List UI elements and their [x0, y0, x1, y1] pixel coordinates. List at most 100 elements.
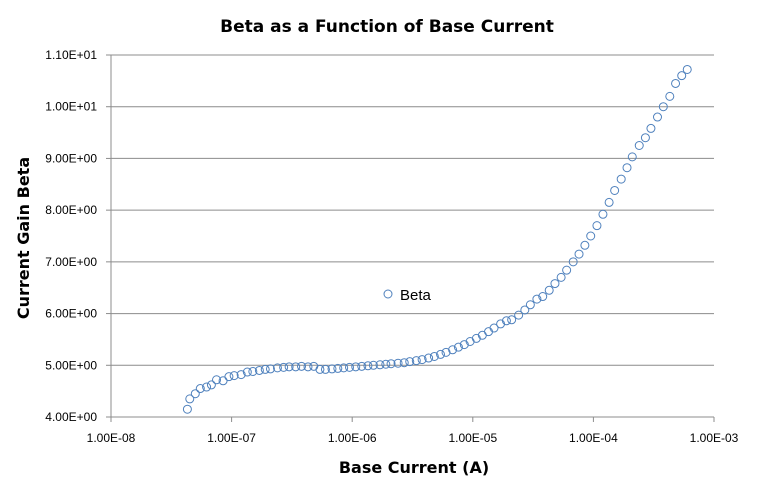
- data-point: [616, 174, 626, 184]
- data-point: [580, 240, 590, 250]
- data-point: [399, 358, 409, 368]
- data-point: [592, 221, 602, 231]
- data-point: [453, 342, 463, 352]
- data-point: [556, 272, 566, 282]
- data-point: [368, 360, 378, 370]
- y-tick-label: 7.00E+00: [45, 255, 97, 269]
- data-point: [538, 292, 548, 302]
- y-tick-label: 6.00E+00: [45, 307, 97, 321]
- x-tick-labels: 1.00E-08 1.00E-07 1.00E-06 1.00E-05 1.00E-04…: [87, 431, 739, 445]
- data-point: [646, 123, 656, 133]
- data-point: [424, 353, 434, 363]
- data-point: [242, 367, 252, 377]
- y-tick-label: 8.00E+00: [45, 203, 97, 217]
- data-point: [357, 361, 367, 371]
- data-point: [574, 249, 584, 259]
- data-point: [195, 384, 205, 394]
- data-point: [363, 361, 373, 371]
- y-axis-title: Current Gain Beta: [14, 157, 33, 319]
- x-tick-label: 1.00E-05: [448, 431, 497, 445]
- data-point: [640, 133, 650, 143]
- data-point: [544, 285, 554, 295]
- data-point: [339, 363, 349, 373]
- data-point: [333, 363, 343, 373]
- data-point: [265, 364, 275, 374]
- data-point: [436, 349, 446, 359]
- data-point: [501, 316, 511, 326]
- data-point: [185, 394, 195, 404]
- data-point: [671, 78, 681, 88]
- y-tick-label: 1.00E+01: [45, 100, 97, 114]
- x-tick-label: 1.00E-06: [328, 431, 377, 445]
- data-point: [665, 91, 675, 101]
- data-point: [229, 371, 239, 381]
- data-point: [405, 357, 415, 367]
- data-point: [320, 364, 330, 374]
- data-point: [622, 163, 632, 173]
- data-point: [315, 364, 325, 374]
- legend: Beta: [383, 287, 432, 304]
- data-point: [598, 209, 608, 219]
- data-point: [345, 362, 355, 372]
- x-tick-label: 1.00E-08: [87, 431, 136, 445]
- data-point: [448, 345, 458, 355]
- data-point: [441, 347, 451, 357]
- y-tick-label: 4.00E+00: [45, 410, 97, 424]
- data-point: [610, 185, 620, 195]
- data-point: [297, 361, 307, 371]
- data-point: [254, 365, 264, 375]
- data-point: [489, 323, 499, 333]
- data-point: [284, 362, 294, 372]
- data-point: [272, 363, 282, 373]
- gridlines: [106, 54, 714, 418]
- data-point: [604, 197, 614, 207]
- data-point: [682, 64, 692, 74]
- y-tick-label: 9.00E+00: [45, 151, 97, 165]
- data-point: [260, 364, 270, 374]
- data-point: [381, 359, 391, 369]
- data-point: [550, 279, 560, 289]
- chart-title: Beta as a Function of Base Current: [220, 17, 554, 37]
- data-point: [375, 360, 385, 370]
- data-point: [429, 351, 439, 361]
- x-tick-label: 1.00E-07: [207, 431, 256, 445]
- data-point: [634, 141, 644, 150]
- data-point: [248, 366, 258, 376]
- data-point: [182, 404, 192, 414]
- data-point: [224, 372, 234, 382]
- data-point: [532, 294, 542, 304]
- data-point: [627, 152, 637, 162]
- data-point: [303, 362, 313, 372]
- data-point: [351, 362, 361, 372]
- data-point: [677, 71, 687, 81]
- y-tick-label: 1.10E+01: [45, 48, 97, 62]
- data-point: [212, 375, 222, 385]
- data-point: [525, 300, 535, 310]
- data-point: [514, 310, 524, 320]
- data-point: [417, 355, 427, 365]
- data-point: [190, 389, 200, 399]
- data-point: [291, 362, 301, 372]
- x-axis-title: Base Current (A): [339, 458, 489, 477]
- x-tick-label: 1.00E-03: [690, 431, 739, 445]
- data-point: [206, 380, 216, 390]
- data-point: [386, 359, 396, 369]
- data-point: [484, 327, 494, 337]
- legend-marker: [383, 289, 393, 299]
- data-point: [202, 382, 212, 392]
- data-point: [652, 112, 662, 122]
- data-point: [218, 376, 228, 386]
- data-point: [459, 340, 469, 350]
- data-point: [520, 305, 530, 315]
- data-point: [658, 102, 668, 112]
- axes: [110, 55, 715, 422]
- legend-label: Beta: [400, 287, 432, 304]
- data-point: [496, 319, 506, 329]
- y-tick-labels: 4.00E+00 5.00E+00 6.00E+00 7.00E+00 8.00E+00…: [45, 48, 97, 424]
- data-point: [393, 358, 403, 368]
- data-point: [236, 370, 246, 380]
- data-point: [562, 265, 572, 275]
- data-point: [411, 356, 421, 366]
- data-point: [309, 361, 319, 371]
